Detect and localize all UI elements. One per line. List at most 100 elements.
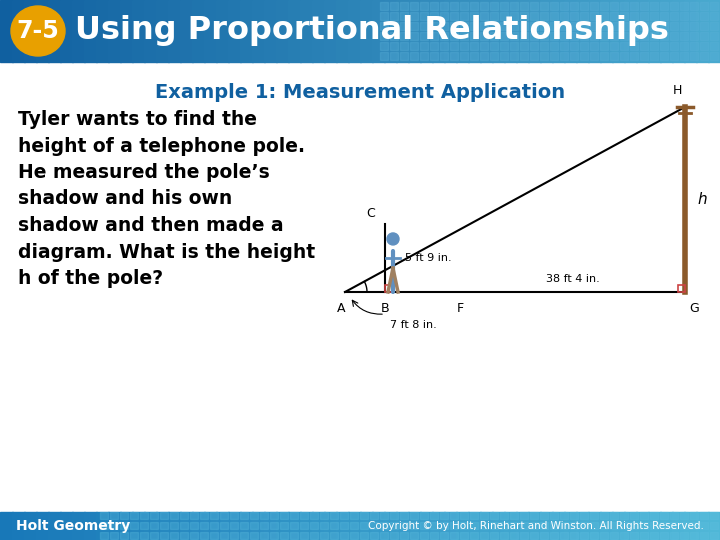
Bar [610,2,618,10]
Bar [710,532,718,539]
Bar [670,52,678,60]
Bar [240,512,248,519]
Bar [530,2,538,10]
Text: h: h [697,192,706,207]
Text: 5 ft 9 in.: 5 ft 9 in. [405,253,451,263]
Bar [540,42,548,50]
Bar [590,52,598,60]
Bar [680,52,688,60]
Bar [340,512,348,519]
Bar [370,532,378,539]
Bar [348,512,361,540]
Bar [600,2,608,10]
Bar [96,0,109,62]
Bar [690,32,698,40]
Bar [640,512,648,519]
Bar [252,0,265,62]
Bar [588,0,601,62]
Bar [420,532,428,539]
Bar [250,532,258,539]
Bar [450,52,458,60]
Bar [640,42,648,50]
Bar [140,512,148,519]
Bar [460,22,468,30]
Bar [480,512,493,540]
Bar [290,532,298,539]
Bar [288,512,301,540]
Bar [570,12,578,20]
Bar [610,32,618,40]
Bar [640,32,648,40]
Bar [500,512,508,519]
Bar [140,522,148,529]
Bar [520,32,528,40]
Bar [696,0,709,62]
Bar [96,512,109,540]
Bar [160,532,168,539]
Bar [470,52,478,60]
Bar [444,512,457,540]
Bar [620,32,628,40]
Bar [700,2,708,10]
Bar [660,52,668,60]
Bar [24,0,37,62]
Bar [510,12,518,20]
Bar [288,0,301,62]
Bar [650,522,658,529]
Bar [470,512,478,519]
Bar [470,522,478,529]
Bar [540,512,553,540]
Bar [360,512,368,519]
Bar [620,2,628,10]
Bar [528,512,541,540]
Bar [36,512,49,540]
Bar [60,512,73,540]
Bar [420,512,428,519]
Bar [380,12,388,20]
Bar [660,12,668,20]
Bar [390,522,398,529]
Bar [680,512,688,519]
Bar [660,0,673,62]
Bar [480,0,493,62]
Bar [564,0,577,62]
Bar [264,512,277,540]
Bar [180,512,193,540]
Bar [100,532,108,539]
Bar [0,512,13,540]
Bar [380,2,388,10]
Bar [520,12,528,20]
Bar [110,532,118,539]
Bar [540,522,548,529]
Bar [396,0,409,62]
Bar [400,52,408,60]
Bar [440,522,448,529]
Bar [260,532,268,539]
Bar [370,512,378,519]
Bar [216,0,229,62]
Bar [610,42,618,50]
Bar [108,512,121,540]
Bar [600,522,608,529]
Bar [300,0,313,62]
Bar [520,2,528,10]
Bar [660,22,668,30]
Bar [410,512,418,519]
Bar [390,12,398,20]
Text: F: F [456,302,464,315]
Bar [130,522,138,529]
Bar [550,522,558,529]
Bar [696,512,709,540]
Bar [430,532,438,539]
Bar [624,0,637,62]
Bar [540,0,553,62]
Bar [390,42,398,50]
Bar [204,512,217,540]
Bar [510,42,518,50]
Bar [470,2,478,10]
Bar [500,52,508,60]
Bar [84,0,97,62]
Bar [590,22,598,30]
Bar [170,532,178,539]
Bar [530,522,538,529]
